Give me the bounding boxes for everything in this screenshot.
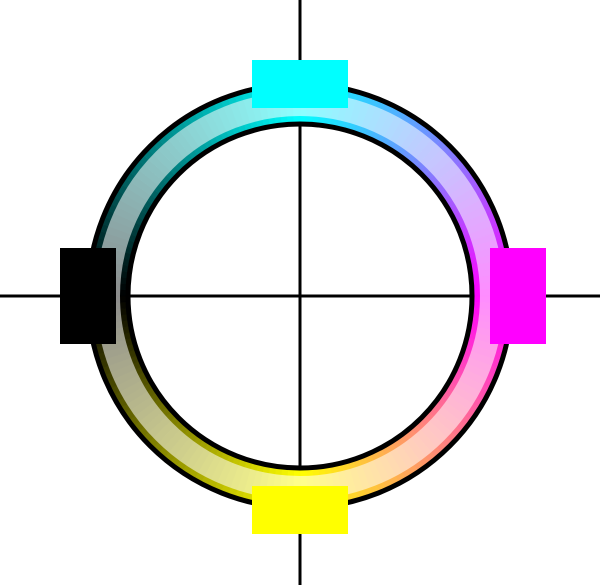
swatch-black [60, 248, 116, 344]
swatch-magenta [490, 248, 546, 344]
swatch-yellow [252, 486, 348, 534]
swatch-cyan [252, 60, 348, 108]
